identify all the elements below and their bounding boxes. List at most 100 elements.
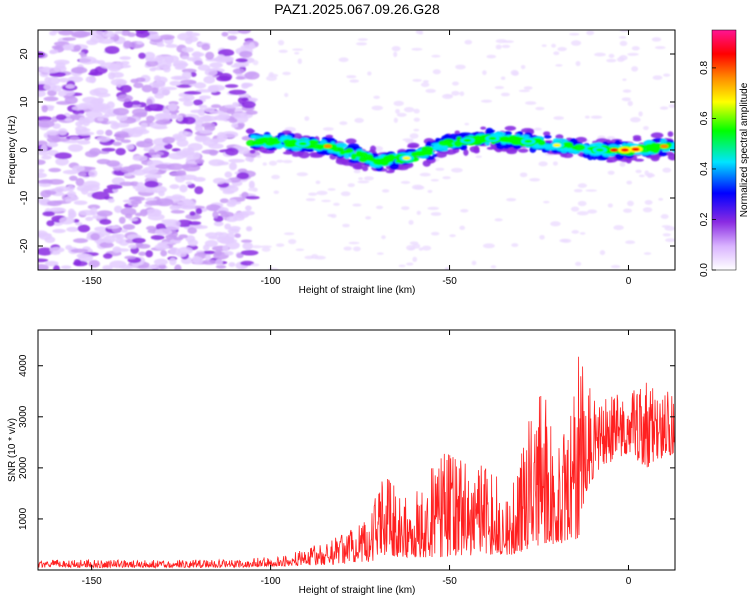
noise-blob <box>42 211 55 217</box>
noise-blob <box>145 250 153 258</box>
noise-blob <box>251 263 260 267</box>
y-tick-label: -10 <box>19 190 30 205</box>
noise-blob <box>355 42 368 46</box>
y-tick-label: -20 <box>19 238 30 253</box>
signal-blob <box>480 126 487 130</box>
noise-blob <box>54 186 71 192</box>
noise-blob <box>154 228 173 236</box>
noise-blob <box>140 122 148 129</box>
noise-blob <box>67 208 75 216</box>
noise-blob <box>112 246 122 254</box>
noise-blob <box>297 58 303 65</box>
noise-blob <box>46 142 59 148</box>
noise-blob <box>46 200 62 207</box>
noise-blob <box>625 240 636 245</box>
snr-x-label: Height of straight line (km) <box>299 585 416 596</box>
noise-blob <box>169 184 180 190</box>
noise-blob <box>55 114 67 121</box>
noise-blob <box>295 248 305 251</box>
noise-blob <box>169 257 177 266</box>
spectrogram-y-label: Frequency (Hz) <box>7 116 18 185</box>
noise-blob <box>139 209 148 217</box>
noise-blob <box>131 237 146 244</box>
noise-blob <box>579 232 586 235</box>
noise-blob <box>234 233 241 238</box>
noise-blob <box>412 243 421 249</box>
noise-blob <box>538 161 548 167</box>
y-tick-label: 0 <box>19 147 30 153</box>
noise-blob <box>411 47 423 51</box>
noise-blob <box>228 89 247 95</box>
noise-blob <box>62 37 77 41</box>
noise-blob <box>229 226 241 231</box>
noise-blob <box>154 243 170 251</box>
signal-blob <box>310 143 324 150</box>
noise-blob <box>444 267 450 270</box>
noise-blob <box>104 45 120 55</box>
noise-blob <box>409 133 419 139</box>
noise-blob <box>553 51 560 56</box>
noise-blob <box>75 125 88 133</box>
spectrogram-signal <box>245 125 675 174</box>
noise-blob <box>128 164 143 170</box>
noise-blob <box>191 52 205 57</box>
noise-blob <box>363 176 374 181</box>
noise-blob <box>147 34 161 40</box>
signal-blob <box>651 146 660 154</box>
snr-y-axis: 1000 2000 3000 4000 <box>18 354 675 530</box>
noise-blob <box>106 225 120 229</box>
noise-blob <box>127 129 143 138</box>
colorbar-gradient <box>711 29 737 271</box>
noise-blob <box>391 46 401 52</box>
noise-blob <box>212 210 219 219</box>
noise-blob <box>116 113 128 122</box>
noise-blob <box>228 262 236 268</box>
noise-blob <box>73 259 82 266</box>
signal-blob <box>258 138 269 144</box>
noise-blob <box>607 170 615 175</box>
signal-blob <box>667 153 675 161</box>
signal-blob <box>407 142 420 148</box>
noise-blob <box>91 191 110 200</box>
noise-blob <box>169 172 187 177</box>
noise-blob <box>282 71 291 76</box>
noise-blob <box>53 59 70 65</box>
noise-blob <box>246 226 253 232</box>
noise-blob <box>630 117 641 123</box>
noise-blob <box>575 261 582 266</box>
noise-blob <box>65 244 73 250</box>
signal-blob <box>650 132 664 139</box>
noise-blob <box>594 52 606 57</box>
noise-blob <box>237 30 251 34</box>
noise-blob <box>190 109 205 114</box>
noise-blob <box>38 183 52 187</box>
noise-blob <box>232 112 245 119</box>
signal-blob <box>456 136 462 142</box>
noise-blob <box>144 180 159 188</box>
noise-blob <box>584 115 590 119</box>
noise-blob <box>180 204 196 210</box>
noise-blob <box>420 82 430 88</box>
snr-y-label: SNR (10 * v/v) <box>7 418 18 482</box>
noise-blob <box>159 34 175 40</box>
noise-blob <box>233 211 250 219</box>
noise-blob <box>38 119 55 128</box>
noise-blob <box>226 109 235 115</box>
noise-blob <box>599 250 606 256</box>
noise-blob <box>106 120 118 125</box>
noise-blob <box>212 177 226 185</box>
noise-blob <box>50 251 61 255</box>
noise-blob <box>215 258 223 266</box>
noise-blob <box>58 77 71 83</box>
noise-blob <box>38 168 45 173</box>
noise-blob <box>88 169 98 178</box>
noise-blob <box>38 258 49 263</box>
noise-blob <box>93 87 109 95</box>
noise-blob <box>222 56 234 63</box>
noise-blob <box>296 172 309 177</box>
noise-blob <box>393 51 398 58</box>
noise-blob <box>284 92 289 98</box>
noise-blob <box>72 219 80 223</box>
noise-blob <box>276 159 284 163</box>
noise-blob <box>78 116 86 125</box>
